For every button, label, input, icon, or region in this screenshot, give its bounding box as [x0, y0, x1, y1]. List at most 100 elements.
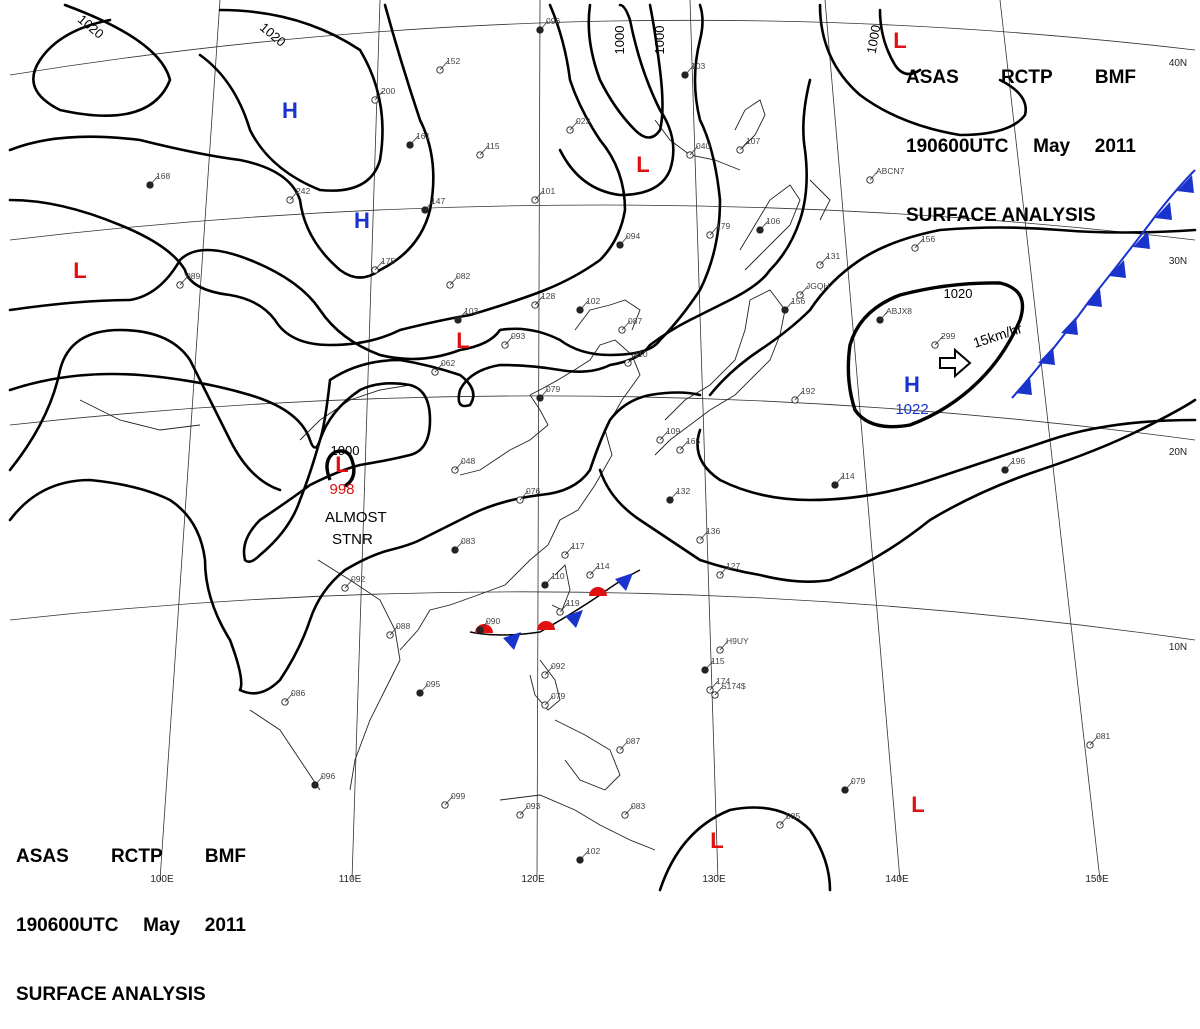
- station-pressure: 092: [551, 661, 565, 671]
- station-pressure: 179: [716, 221, 730, 231]
- station-pressure: 088: [396, 621, 410, 631]
- station-plot: H9UY: [716, 636, 749, 654]
- station-plot: 175: [371, 256, 395, 274]
- station-pressure: 114: [596, 561, 610, 571]
- header-bottom-agency-line: ASAS RCTP BMF: [16, 845, 246, 868]
- station-pressure: 093: [511, 331, 525, 341]
- station-pressure: 117: [571, 541, 585, 551]
- station-pressure: 161: [416, 131, 430, 141]
- coastlines: [79, 99, 831, 851]
- station-plots: 096 152 200 161 115 242 147 175 082 103 093 062 079 1…: [146, 16, 1110, 864]
- station-plot: 200: [371, 86, 395, 104]
- station-plot: 128: [531, 291, 555, 309]
- isobar: [708, 226, 1197, 397]
- header-top-month: May: [1033, 136, 1071, 157]
- station-pressure: 103: [464, 306, 478, 316]
- station-pressure: 174: [716, 676, 730, 686]
- station-pressure: 128: [541, 291, 555, 301]
- station-pressure: 127: [726, 561, 740, 571]
- station-pressure: 109: [666, 426, 680, 436]
- station-plot: 079: [541, 691, 565, 709]
- station-plot: 115: [701, 656, 725, 674]
- station-plot: 087: [618, 316, 642, 334]
- isobar: [878, 8, 922, 76]
- station-pressure: 023: [576, 116, 590, 126]
- station-pressure: 096: [321, 771, 335, 781]
- station-plot: 048: [451, 456, 475, 474]
- header-top-year: 2011: [1094, 136, 1136, 157]
- station-plot: 083: [621, 801, 645, 819]
- station-plot: 081: [1086, 731, 1110, 749]
- header-bottom: ASAS RCTP BMF 190600UTC May 2011 SURFACE…: [16, 799, 246, 1029]
- station-plot: 095: [416, 679, 440, 697]
- station-pressure: 095: [426, 679, 440, 689]
- station-pressure: H9UY: [726, 636, 749, 646]
- isobar: [32, 3, 172, 117]
- station-plot: 085: [776, 811, 800, 829]
- header-top-agency: ASAS: [906, 67, 959, 88]
- station-plot: 079: [841, 776, 865, 794]
- station-pressure: 099: [451, 791, 465, 801]
- cold-front-symbol: [1038, 347, 1055, 365]
- station-plot: 136: [696, 526, 720, 544]
- station-plot: 092: [541, 661, 565, 679]
- station-pressure: 136: [706, 526, 720, 536]
- longitude-label: 100E: [150, 874, 174, 885]
- station-plot: 089: [176, 271, 200, 289]
- station-pressure: 115: [486, 141, 500, 151]
- cold-front-symbol: [565, 610, 583, 628]
- pressure-centers: H H H 1022 L L L L 998 L L L: [73, 28, 928, 853]
- isobar: [818, 3, 1027, 137]
- isobar: [8, 478, 243, 692]
- station-plot: 107: [736, 136, 760, 154]
- station-pressure: 079: [851, 776, 865, 786]
- station-pressure: 102: [586, 846, 600, 856]
- station-pressure: 156: [921, 234, 935, 244]
- station-plot: 096: [311, 771, 335, 789]
- station-plot: 099: [441, 791, 465, 809]
- header-bottom-office: BMF: [204, 846, 246, 867]
- isobar: [8, 328, 282, 492]
- pressure-center-value: 998: [329, 481, 354, 498]
- isobar: [598, 398, 1197, 583]
- longitude-label: 110E: [339, 874, 362, 885]
- header-top-agency-line: ASAS RCTP BMF: [906, 66, 1136, 89]
- station-pressure: 152: [446, 56, 460, 66]
- cold-front-symbol: [1015, 377, 1032, 395]
- header-top-office: BMF: [1094, 67, 1136, 88]
- isobar: [587, 3, 664, 139]
- surface-analysis-map: 0961522001611152421471750821030930620791…: [8, 0, 1197, 892]
- longitude-label: 140E: [885, 874, 909, 885]
- station-plot: 102: [576, 296, 600, 314]
- station-plot: 092: [341, 574, 365, 592]
- station-pressure: 079: [551, 691, 565, 701]
- station-plot: 119: [556, 598, 580, 616]
- pressure-center-l: L: [456, 328, 469, 353]
- isobar: [242, 382, 432, 563]
- isobar-1020-closed: [846, 281, 1025, 429]
- station-plot: 090: [476, 616, 500, 634]
- pressure-center-h: H: [354, 208, 370, 233]
- station-pressure: 089: [186, 271, 200, 281]
- station-pressure: 079: [546, 384, 560, 394]
- station-plot: 152: [436, 56, 460, 74]
- isobar: [8, 3, 722, 361]
- station-plot: 093: [501, 331, 525, 349]
- station-plot: 117: [561, 541, 585, 559]
- station-plot: 165: [676, 436, 700, 454]
- lat-lon-labels: 100E 110E 120E 130E 140E 150E 40N 30N 20N 10N: [150, 58, 1187, 885]
- station-pressure: 175: [381, 256, 395, 266]
- station-plot: 040: [686, 141, 710, 159]
- station-pressure: 165: [686, 436, 700, 446]
- longitude-label: 120E: [521, 874, 545, 885]
- station-plot: 087: [616, 736, 640, 754]
- latitude-label: 10N: [1169, 642, 1187, 653]
- isobar-label: 1020: [944, 286, 973, 301]
- station-plot: 079: [536, 384, 560, 402]
- pressure-center-l: L: [73, 258, 86, 283]
- station-pressure: 103: [691, 61, 705, 71]
- station-plot: 103: [454, 306, 478, 324]
- isobar: [8, 78, 812, 449]
- latitude-label: 30N: [1169, 256, 1187, 267]
- station-pressure: 083: [631, 801, 645, 811]
